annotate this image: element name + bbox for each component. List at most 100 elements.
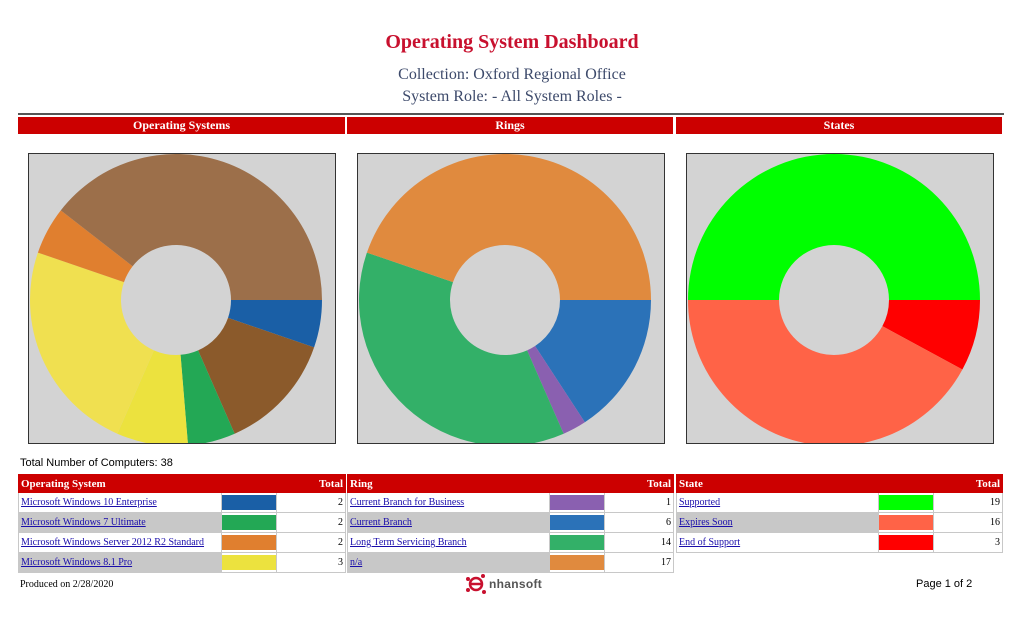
row-total-cell: 1 [604,492,674,513]
table-row: Microsoft Windows 10 Enterprise 2 [18,492,346,513]
row-name-cell: Microsoft Windows 8.1 Pro [18,552,222,573]
row-name-cell: Current Branch for Business [347,492,550,513]
row-name-cell: Microsoft Windows 7 Ultimate [18,512,222,533]
rings-donut-svg [359,154,651,443]
row-total-cell: 17 [604,552,674,573]
enhansoft-logo: nhansoft [465,573,542,595]
row-total-cell: 2 [276,492,346,513]
states-donut-chart [686,153,994,444]
total-col-header: Total [604,474,674,493]
donut-slice [366,154,651,300]
row-swatch-cell [549,512,605,533]
enhansoft-logo-icon [466,574,486,594]
row-swatch-cell [221,552,277,573]
row-total-cell: 2 [276,512,346,533]
donut-slice [688,154,980,300]
os-row-link[interactable]: Microsoft Windows 7 Ultimate [21,517,146,528]
system-role-subtitle: System Role: - All System Roles - [402,88,622,105]
row-total-cell: 16 [933,512,1003,533]
row-swatch-cell [549,492,605,513]
donut-slice [688,300,963,443]
table-row: Current Branch 6 [347,512,674,533]
swatch-col-header [549,474,605,493]
row-name-cell: Long Term Servicing Branch [347,532,550,553]
os-row-link[interactable]: Microsoft Windows Server 2012 R2 Standar… [21,537,205,548]
ring-row-link[interactable]: Current Branch [350,517,412,528]
table-row: Microsoft Windows Server 2012 R2 Standar… [18,532,346,553]
row-swatch-cell [221,492,277,513]
state-row-link[interactable]: End of Support [679,537,741,548]
state-legend-table: State Total Supported 19 Expires Soon 16 End… [676,474,1003,553]
donut-slice [37,210,133,283]
row-name-cell: Supported [676,492,879,513]
logo-text: nhansoft [489,577,543,591]
row-name-cell: End of Support [676,532,879,553]
row-swatch-cell [221,512,277,533]
states-donut-svg [688,154,980,443]
total-col-header: Total [276,474,346,493]
donut-slice [359,252,564,443]
row-total-cell: 3 [933,532,1003,553]
header-divider [18,113,1004,115]
donut-slice [180,350,235,443]
table-row: Expires Soon 16 [676,512,1003,533]
os-row-link[interactable]: Microsoft Windows 8.1 Pro [21,557,133,568]
table-row: Supported 19 [676,492,1003,513]
donut-slice [882,300,980,370]
total-col-header: Total [933,474,1003,493]
state-row-link[interactable]: Supported [679,497,721,508]
row-name-cell: n/a [347,552,550,573]
ring-row-link[interactable]: Current Branch for Business [350,497,465,508]
swatch-col-header [878,474,934,493]
donut-slice [198,317,315,434]
row-swatch-cell [221,532,277,553]
row-total-cell: 14 [604,532,674,553]
color-swatch [222,535,276,550]
section-header-rings: Rings [347,117,673,134]
table-row: Microsoft Windows 7 Ultimate 2 [18,512,346,533]
collection-subtitle: Collection: Oxford Regional Office [398,66,626,83]
row-name-cell: Microsoft Windows Server 2012 R2 Standar… [18,532,222,553]
report-title: Operating System Dashboard [385,31,639,53]
color-swatch [879,535,933,550]
color-swatch [550,515,604,530]
row-name-cell: Microsoft Windows 10 Enterprise [18,492,222,513]
ring-row-link[interactable]: n/a [350,557,363,568]
donut-slice [60,154,322,300]
donut-slice [117,350,188,443]
ring-row-link[interactable]: Long Term Servicing Branch [350,537,467,548]
row-total-cell: 19 [933,492,1003,513]
state-col-header: State [676,474,879,493]
os-donut-chart [28,153,336,444]
color-swatch [550,555,604,570]
table-row: Long Term Servicing Branch 14 [347,532,674,553]
row-swatch-cell [878,512,934,533]
color-swatch [879,515,933,530]
row-swatch-cell [549,532,605,553]
color-swatch [550,535,604,550]
ring-legend-table: Ring Total Current Branch for Business 1 C… [347,474,674,573]
table-row: End of Support 3 [676,532,1003,553]
state-row-link[interactable]: Expires Soon [679,517,733,528]
swatch-col-header [221,474,277,493]
row-swatch-cell [878,532,934,553]
donut-slice [527,346,585,434]
color-swatch [879,495,933,510]
row-swatch-cell [549,552,605,573]
color-swatch [222,495,276,510]
row-total-cell: 3 [276,552,346,573]
row-total-cell: 2 [276,532,346,553]
table-row: n/a 17 [347,552,674,573]
section-header-os: Operating Systems [18,117,345,134]
total-computers: Total Number of Computers: 38 [20,457,173,469]
donut-slice [29,252,154,434]
ring-col-header: Ring [347,474,550,493]
page-number: Page 1 of 2 [916,578,973,590]
os-row-link[interactable]: Microsoft Windows 10 Enterprise [21,497,157,508]
table-row: Current Branch for Business 1 [347,492,674,513]
color-swatch [222,515,276,530]
row-name-cell: Expires Soon [676,512,879,533]
produced-date: Produced on 2/28/2020 [20,579,114,590]
row-total-cell: 6 [604,512,674,533]
section-header-states: States [676,117,1002,134]
